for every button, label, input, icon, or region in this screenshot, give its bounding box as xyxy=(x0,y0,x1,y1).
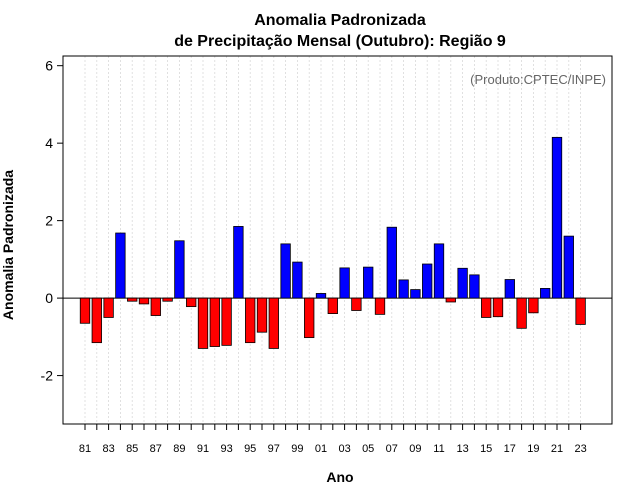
bar-93 xyxy=(221,297,232,346)
chart-title-line1: Anomalia Padronizada xyxy=(254,12,426,29)
x-tick-label: 05 xyxy=(362,443,374,455)
credit-annotation: (Produto:CPTEC/INPE) xyxy=(470,72,606,87)
bar-11 xyxy=(433,243,445,299)
bar-21 xyxy=(551,136,563,299)
bar-92 xyxy=(209,297,220,347)
bar-01 xyxy=(315,293,327,299)
bar-05 xyxy=(363,266,374,299)
x-tick-label: 01 xyxy=(315,443,327,455)
y-axis: -2 0 2 4 6 xyxy=(41,58,63,384)
x-tick-label: 13 xyxy=(456,443,468,455)
grid-lines xyxy=(84,56,581,424)
x-tick-label: 99 xyxy=(291,443,303,455)
bar-87 xyxy=(150,297,161,316)
x-tick-label: 21 xyxy=(551,443,563,455)
bar-22 xyxy=(563,235,574,299)
y-tick-label: 0 xyxy=(45,290,53,306)
bar-94 xyxy=(233,226,244,299)
bar-00 xyxy=(304,297,315,339)
bar-07 xyxy=(386,226,397,299)
bar-06 xyxy=(374,297,386,315)
bar-95 xyxy=(245,297,256,344)
bar-82 xyxy=(91,297,102,344)
bar-03 xyxy=(339,267,350,299)
bar-83 xyxy=(103,297,114,318)
bar-85 xyxy=(127,297,138,302)
bar-16 xyxy=(492,297,504,318)
bar-10 xyxy=(422,263,433,299)
x-tick-label: 93 xyxy=(220,443,232,455)
x-tick-label: 83 xyxy=(102,443,114,455)
bar-23 xyxy=(575,297,586,325)
bar-08 xyxy=(398,279,409,299)
x-axis: 81 83 85 87 89 91 93 95 97 99 01 03 05 07 09 11 13 15 17 19… xyxy=(79,424,587,455)
bar-04 xyxy=(351,297,362,311)
bar-81 xyxy=(79,297,91,324)
bar-14 xyxy=(469,274,480,299)
bar-86 xyxy=(138,297,150,305)
y-tick-label: 4 xyxy=(45,135,53,151)
y-tick-label: -2 xyxy=(41,368,54,384)
x-tick-label: 85 xyxy=(126,443,138,455)
y-axis-label: Anomalia Padronizada xyxy=(0,170,16,320)
x-tick-label: 11 xyxy=(433,443,444,455)
x-tick-label: 07 xyxy=(386,443,398,455)
bar-19 xyxy=(528,297,539,314)
bar-89 xyxy=(174,240,185,299)
x-tick-label: 19 xyxy=(527,443,539,455)
bar-13 xyxy=(457,267,468,299)
bar-91 xyxy=(197,297,209,349)
bar-97 xyxy=(268,297,279,349)
y-tick-label: 6 xyxy=(45,58,53,74)
x-tick-label: 87 xyxy=(150,443,162,455)
x-tick-label: 09 xyxy=(409,443,421,455)
x-tick-label: 89 xyxy=(173,443,185,455)
bar-15 xyxy=(481,297,492,318)
x-tick-label: 23 xyxy=(574,443,586,455)
bar-90 xyxy=(186,297,197,308)
x-tick-label: 15 xyxy=(480,443,492,455)
bar-02 xyxy=(327,297,338,314)
bar-98 xyxy=(280,243,291,299)
x-tick-label: 81 xyxy=(79,443,91,455)
bar-20 xyxy=(540,288,551,299)
x-tick-label: 95 xyxy=(244,443,256,455)
bar-12 xyxy=(445,297,456,303)
bar-09 xyxy=(410,289,421,299)
plot-area-border xyxy=(62,55,613,425)
bars xyxy=(79,136,586,349)
x-tick-label: 03 xyxy=(338,443,350,455)
x-tick-label: 91 xyxy=(197,443,209,455)
bar-84 xyxy=(115,232,126,299)
chart-title-line2: de Precipitação Mensal (Outubro): Região… xyxy=(174,33,506,50)
x-tick-label: 17 xyxy=(504,443,516,455)
y-tick-label: 2 xyxy=(45,213,53,229)
x-axis-label: Ano xyxy=(326,469,353,485)
bar-18 xyxy=(516,297,527,329)
bar-88 xyxy=(162,297,173,302)
bar-96 xyxy=(256,297,268,333)
bar-17 xyxy=(504,279,515,299)
bar-99 xyxy=(292,261,303,299)
x-tick-label: 97 xyxy=(268,443,280,455)
